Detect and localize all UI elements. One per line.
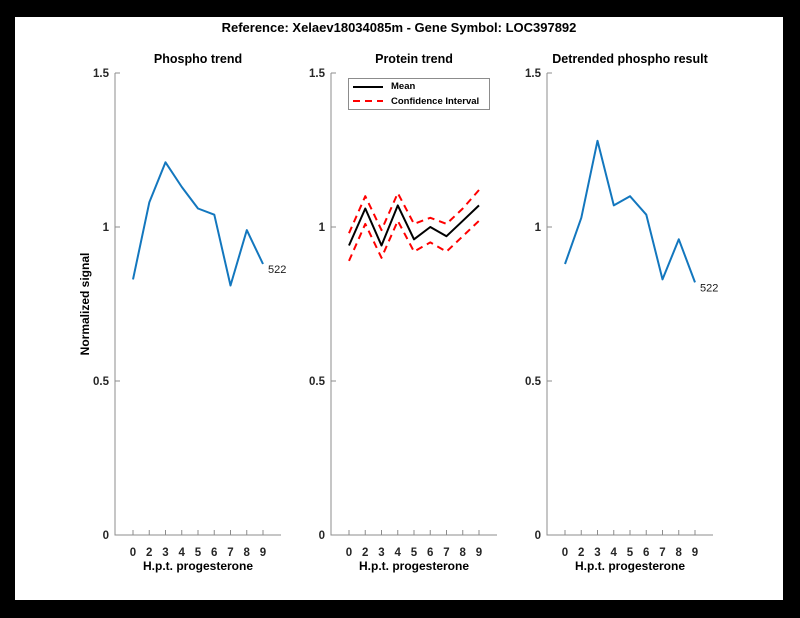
svg-text:6: 6 <box>643 547 649 559</box>
chart-title-phospho: Phospho trend <box>153 52 243 66</box>
svg-text:8: 8 <box>460 547 467 559</box>
svg-text:4: 4 <box>395 547 402 559</box>
svg-text:0.5: 0.5 <box>93 376 110 388</box>
legend-item-confidence-interval: Confidence Interval <box>353 96 485 108</box>
legend-label-mean: Mean <box>391 81 416 93</box>
svg-text:1: 1 <box>319 222 326 234</box>
svg-text:0.5: 0.5 <box>525 376 542 388</box>
svg-text:4: 4 <box>611 547 618 559</box>
legend-box: Mean Confidence Interval <box>348 78 490 110</box>
svg-text:522: 522 <box>268 264 286 276</box>
figure-area: Reference: Xelaev18034085m - Gene Symbol… <box>15 17 783 600</box>
svg-text:1.5: 1.5 <box>93 68 110 80</box>
svg-text:3: 3 <box>162 547 168 559</box>
svg-text:5: 5 <box>411 547 418 559</box>
x-axis-label: H.p.t. progesterone <box>358 559 470 573</box>
svg-text:2: 2 <box>578 547 584 559</box>
svg-text:9: 9 <box>260 547 266 559</box>
svg-text:0: 0 <box>319 530 325 542</box>
svg-text:0.5: 0.5 <box>309 376 326 388</box>
protein-trend-chart: 00.511.50 2 3 4 5 6 7 8 9 <box>309 68 497 559</box>
x-axis-label: H.p.t. progesterone <box>142 559 254 573</box>
svg-text:9: 9 <box>476 547 482 559</box>
svg-text:8: 8 <box>244 547 251 559</box>
x-axis-label: H.p.t. progesterone <box>574 559 686 573</box>
svg-text:7: 7 <box>227 547 233 559</box>
svg-text:2: 2 <box>146 547 152 559</box>
svg-text:5: 5 <box>627 547 634 559</box>
svg-text:0: 0 <box>562 547 568 559</box>
svg-text:9: 9 <box>692 547 698 559</box>
subplot-protein-trend: Protein trend 0 0.5 1 1.5 0 2 3 4 5 6 7 8 9 Mean Con… <box>281 47 501 592</box>
svg-text:0: 0 <box>103 530 109 542</box>
svg-text:7: 7 <box>659 547 665 559</box>
svg-text:8: 8 <box>676 547 683 559</box>
svg-text:6: 6 <box>211 547 217 559</box>
confidence-interval-line-sample <box>353 100 383 103</box>
svg-text:0: 0 <box>130 547 136 559</box>
svg-text:0: 0 <box>535 530 541 542</box>
subplot-phospho-trend: Phospho trend 0 0.5 1 1.5 0 2 3 4 5 6 7 8 9 522 H.p.t… <box>65 47 286 592</box>
svg-text:3: 3 <box>378 547 384 559</box>
svg-text:1.5: 1.5 <box>525 68 542 80</box>
svg-text:1: 1 <box>103 222 110 234</box>
svg-text:1.5: 1.5 <box>309 68 326 80</box>
svg-text:3: 3 <box>594 547 600 559</box>
figure-title: Reference: Xelaev18034085m - Gene Symbol… <box>221 20 577 35</box>
chart-title-protein: Protein trend <box>375 52 453 66</box>
mean-line-sample <box>353 85 383 88</box>
svg-text:0: 0 <box>346 547 352 559</box>
svg-text:7: 7 <box>443 547 449 559</box>
legend-label-confidence-interval: Confidence Interval <box>391 95 480 107</box>
svg-text:1: 1 <box>535 222 542 234</box>
legend-item-mean: Mean <box>353 81 485 93</box>
svg-text:2: 2 <box>362 547 368 559</box>
subplot-detrended-phospho: Detrended phospho result 0 0.5 1 1.5 0 2 3 4 5 6 7… <box>497 47 718 592</box>
chart-title-detrended: Detrended phospho result <box>552 52 708 66</box>
svg-text:4: 4 <box>179 547 186 559</box>
svg-text:522: 522 <box>700 282 718 294</box>
svg-text:6: 6 <box>427 547 433 559</box>
svg-text:5: 5 <box>195 547 202 559</box>
